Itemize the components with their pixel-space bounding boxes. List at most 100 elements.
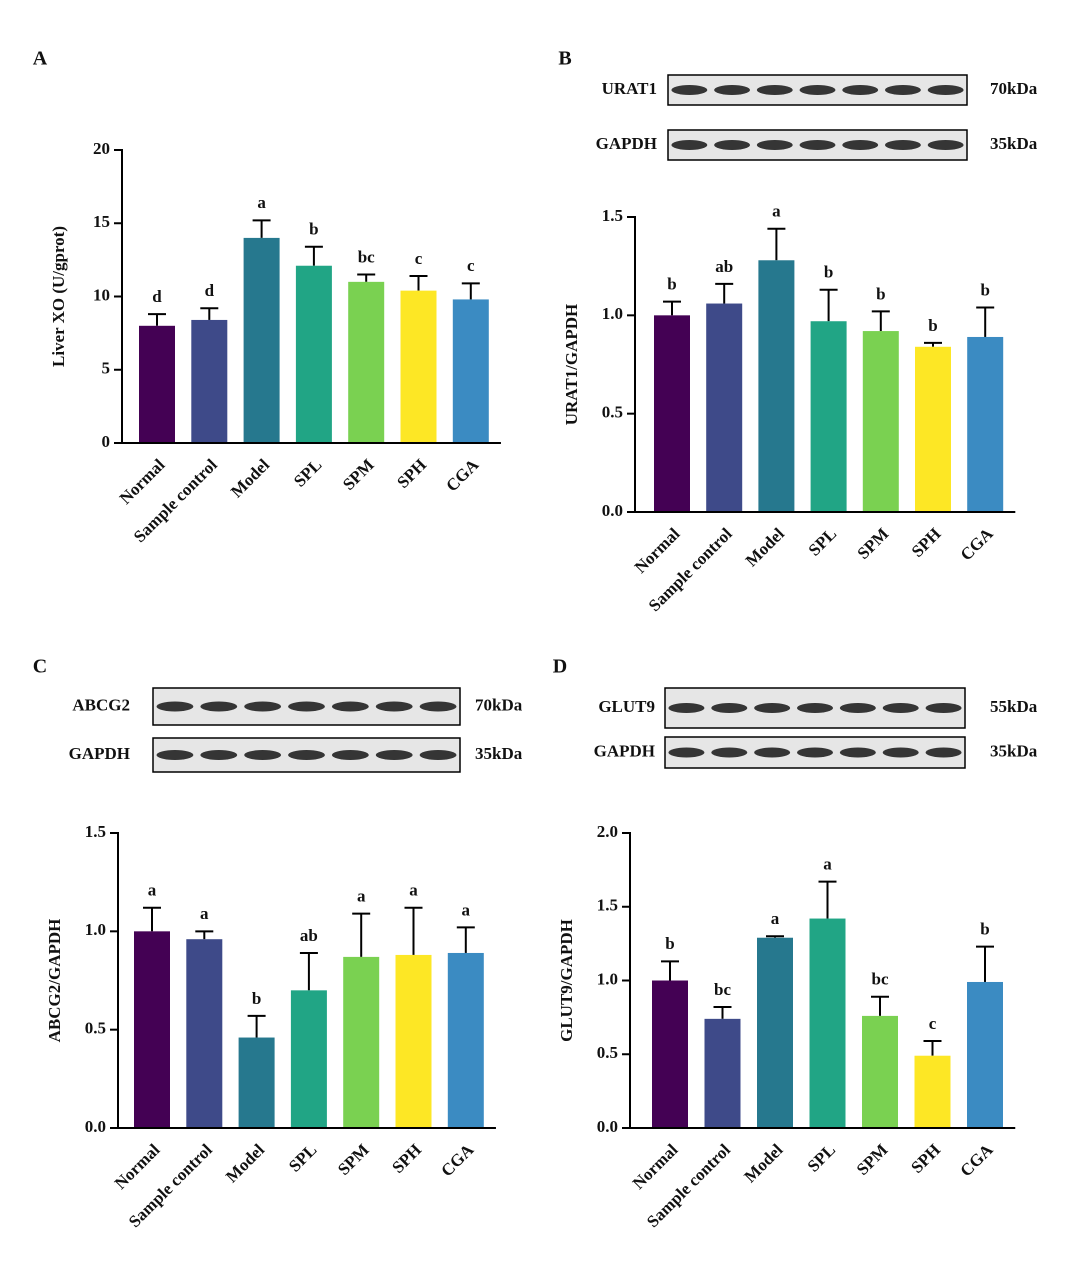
blot-band [419, 750, 457, 760]
blot-band [156, 750, 194, 760]
bar [758, 260, 795, 512]
blot-band [671, 85, 708, 95]
y-axis-label: Liver XO (U/gprot) [49, 226, 68, 367]
x-tick-label: CGA [957, 524, 998, 565]
bar [452, 299, 489, 443]
x-tick-label: Model [742, 524, 788, 570]
blot-band [711, 703, 748, 713]
bar [704, 1018, 741, 1128]
bar [967, 336, 1004, 512]
significance-letter: b [667, 274, 676, 293]
blot-band [671, 140, 708, 150]
protein-label: GAPDH [596, 134, 657, 153]
blot-band [714, 85, 751, 95]
x-tick-label: SPM [334, 1140, 373, 1179]
blot-band [375, 701, 413, 712]
bar [652, 980, 688, 1128]
x-tick-label: Model [222, 1140, 268, 1186]
x-tick-label: CGA [442, 455, 483, 496]
significance-letter: b [876, 284, 885, 303]
significance-letter: ab [715, 257, 733, 276]
blot-band [842, 85, 879, 95]
significance-letter: a [823, 855, 832, 874]
bar [914, 1055, 951, 1128]
protein-label: GLUT9 [598, 697, 655, 716]
significance-letter: a [148, 881, 157, 900]
band-size: 70kDa [475, 695, 523, 714]
bar [395, 954, 432, 1128]
protein-label: GAPDH [594, 741, 655, 760]
bar [862, 331, 899, 512]
y-tick-label: 15 [93, 212, 110, 231]
blot-band [925, 703, 962, 713]
y-tick-label: 5 [102, 359, 111, 378]
y-tick-label: 1.5 [597, 896, 618, 915]
significance-letter: b [980, 280, 989, 299]
blot-band [882, 703, 919, 713]
blot-band [288, 701, 325, 712]
y-tick-label: 0.5 [597, 1043, 618, 1062]
y-tick-label: 0.0 [85, 1117, 106, 1136]
significance-letter: d [152, 287, 162, 306]
y-tick-label: 1.5 [85, 822, 106, 841]
blot-band [419, 701, 457, 712]
significance-letter: b [309, 220, 318, 239]
x-tick-label: Normal [631, 524, 684, 577]
y-axis-label: ABCG2/GAPDH [45, 919, 64, 1043]
x-tick-label: SPH [907, 1140, 944, 1177]
bar [186, 939, 223, 1128]
panel-label: B [558, 48, 571, 70]
x-tick-label: SPL [290, 455, 325, 490]
bar [706, 303, 743, 512]
significance-letter: a [409, 881, 418, 900]
blot-band [756, 140, 793, 150]
blot-band [797, 703, 833, 713]
blot-band [884, 85, 921, 95]
significance-letter: c [415, 249, 423, 268]
bar [654, 315, 690, 512]
significance-letter: bc [872, 970, 889, 989]
x-tick-label: SPL [804, 1140, 839, 1175]
bar [295, 265, 332, 443]
y-tick-label: 0.0 [602, 501, 623, 520]
blot-band [200, 701, 238, 712]
bar [191, 319, 228, 443]
y-tick-label: 0 [102, 432, 111, 451]
significance-letter: b [252, 989, 261, 1008]
blot-band [839, 747, 876, 758]
blot-band [882, 747, 919, 758]
x-tick-label: Model [740, 1140, 786, 1186]
x-tick-label: CGA [437, 1140, 478, 1181]
significance-letter: a [357, 887, 366, 906]
y-tick-label: 10 [93, 285, 110, 304]
blot-band [839, 703, 876, 713]
bar [915, 346, 951, 512]
bar [967, 981, 1003, 1128]
blot-band [842, 140, 879, 150]
band-size: 35kDa [990, 134, 1038, 153]
blot-band [668, 703, 705, 713]
y-tick-label: 0.5 [85, 1019, 106, 1038]
blot-band [244, 750, 282, 760]
significance-letter: a [772, 202, 781, 221]
bar [400, 290, 437, 443]
x-tick-label: SPH [908, 524, 945, 561]
bar [862, 1015, 898, 1128]
significance-letter: bc [358, 247, 375, 266]
x-tick-label: SPM [339, 455, 378, 494]
significance-letter: b [928, 316, 937, 335]
bar [343, 956, 380, 1128]
x-tick-label: SPL [285, 1140, 320, 1175]
significance-letter: bc [714, 980, 731, 999]
protein-label: ABCG2 [72, 695, 130, 714]
blot-band [331, 701, 369, 712]
significance-letter: b [980, 919, 989, 938]
bar [348, 281, 385, 443]
y-tick-label: 2.0 [597, 822, 618, 841]
blot-band [331, 750, 369, 760]
x-tick-label: SPH [393, 455, 430, 492]
significance-letter: c [929, 1014, 937, 1033]
significance-letter: a [771, 909, 780, 928]
panel-label: A [33, 48, 48, 70]
significance-letter: a [462, 900, 471, 919]
